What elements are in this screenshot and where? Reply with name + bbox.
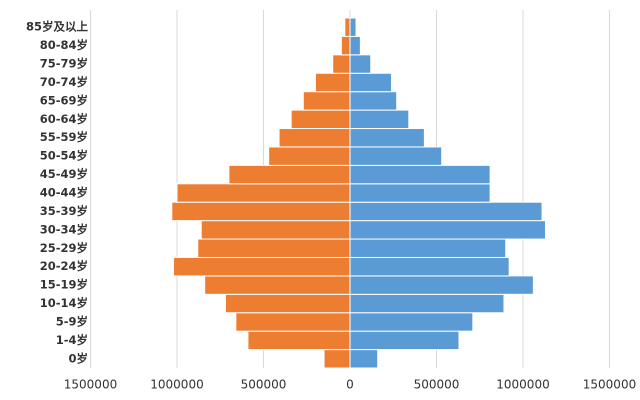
bar: [176, 183, 351, 203]
y-tick-label: 25-29岁: [40, 241, 88, 255]
bar: [204, 275, 351, 295]
y-tick-label: 40-44岁: [40, 186, 88, 200]
bar: [200, 220, 351, 240]
bar: [302, 91, 351, 111]
bar: [349, 312, 474, 332]
bar: [349, 72, 393, 93]
y-tick-label: 20-24岁: [40, 259, 88, 273]
y-tick-label: 0岁: [68, 351, 88, 365]
x-tick-label: 1000000: [150, 378, 203, 392]
bar: [349, 164, 491, 185]
x-tick-label: 500000: [414, 378, 460, 392]
bar: [340, 35, 351, 56]
bar: [228, 164, 351, 185]
bar: [349, 109, 410, 130]
x-tick-label: 1500000: [64, 378, 117, 392]
bar: [278, 128, 351, 148]
bar: [349, 349, 379, 369]
x-tick-label: 1500000: [583, 378, 636, 392]
bar: [197, 238, 351, 258]
bar: [349, 183, 491, 203]
bar: [290, 109, 351, 130]
y-tick-label: 85岁及以上: [26, 20, 89, 34]
bar: [323, 349, 351, 369]
bar: [349, 293, 505, 314]
bar: [349, 128, 425, 148]
bar: [349, 275, 534, 295]
bar: [314, 72, 351, 93]
bar: [349, 220, 546, 240]
bar: [235, 312, 351, 332]
bar: [332, 54, 351, 74]
bar: [349, 146, 443, 166]
bar: [349, 54, 372, 74]
bar: [344, 17, 351, 37]
y-tick-label: 50-54岁: [40, 149, 88, 163]
y-tick-label: 80-84岁: [40, 38, 88, 52]
x-tick-label: 1000000: [496, 378, 549, 392]
y-tick-label: 1-4岁: [56, 333, 88, 347]
bar: [171, 201, 351, 222]
bar: [224, 293, 351, 314]
y-tick-label: 30-34岁: [40, 222, 88, 236]
bar: [349, 256, 510, 277]
y-tick-label: 5-9岁: [56, 314, 88, 328]
bar: [349, 201, 543, 222]
y-tick-label: 75-79岁: [40, 57, 88, 71]
bar: [349, 17, 357, 37]
y-tick-label: 45-49岁: [40, 167, 88, 181]
y-tick-label: 65-69岁: [40, 93, 88, 107]
bar: [349, 330, 460, 351]
bar: [173, 256, 351, 277]
bar: [349, 35, 361, 56]
bar: [349, 238, 507, 258]
y-tick-label: 15-19岁: [40, 278, 88, 292]
y-tick-label: 60-64岁: [40, 112, 88, 126]
x-tick-label: 0: [346, 378, 354, 392]
y-tick-label: 70-74岁: [40, 75, 88, 89]
bar: [349, 91, 398, 111]
x-tick-label: 500000: [241, 378, 287, 392]
y-tick-label: 55-59岁: [40, 130, 88, 144]
y-tick-label: 10-14岁: [40, 296, 88, 310]
bar: [247, 330, 351, 351]
y-tick-label: 35-39岁: [40, 204, 88, 218]
bar: [268, 146, 351, 166]
